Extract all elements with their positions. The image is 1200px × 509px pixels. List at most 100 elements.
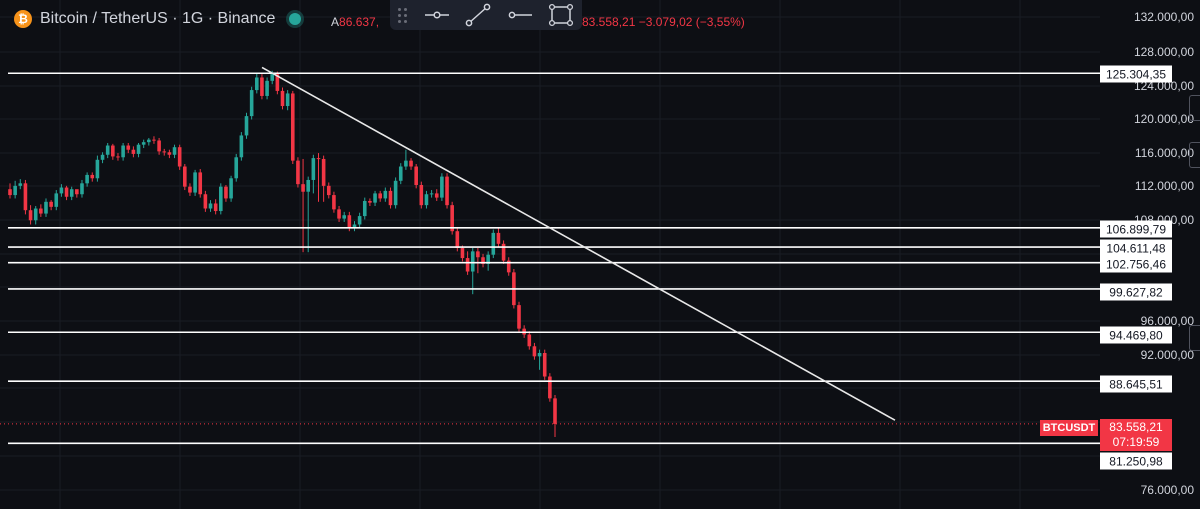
price-tick: 112.000,00 — [1134, 179, 1194, 193]
candle-up — [59, 187, 64, 194]
ohlc-readout: A86.637, — [331, 15, 379, 29]
candle-down — [501, 243, 506, 261]
candle-down — [126, 145, 131, 150]
candle-down — [476, 251, 480, 258]
candle-up — [219, 186, 223, 212]
candle-up — [69, 189, 74, 197]
candle-down — [111, 145, 115, 157]
candle-down — [116, 156, 120, 158]
price-tick: 92.000,00 — [1140, 348, 1194, 362]
symbol-title[interactable]: Bitcoin / TetherUS · 1G · Binance — [40, 10, 276, 27]
level-label[interactable]: 106.899,79 — [1100, 220, 1172, 238]
level-label[interactable]: 102.756,46 — [1100, 255, 1172, 273]
candle-up — [491, 232, 496, 255]
candle-down — [450, 205, 454, 232]
candle-down — [28, 210, 33, 221]
ray-tool-icon[interactable] — [499, 2, 541, 28]
horizontal-levels — [8, 72, 1100, 445]
candle-down — [177, 147, 182, 167]
candle-down — [347, 215, 352, 228]
candle-up — [306, 179, 311, 192]
candle-down — [414, 166, 418, 185]
side-panel-tab[interactable] — [1189, 325, 1200, 351]
candle-up — [239, 135, 244, 158]
candle-down — [75, 189, 79, 195]
candle-down — [496, 232, 501, 244]
candle-up — [85, 174, 89, 184]
candle-up — [244, 116, 249, 136]
candle-down — [527, 334, 532, 347]
candle-down — [131, 149, 136, 154]
candle-up — [249, 90, 254, 117]
candle-down — [39, 208, 43, 214]
candle-up — [398, 166, 403, 181]
candle-down — [296, 160, 300, 185]
candle-up — [54, 193, 59, 207]
candle-down — [49, 201, 53, 207]
candle-down — [152, 139, 156, 141]
level-label[interactable]: 99.627,82 — [1100, 283, 1172, 301]
price-tick: 96.000,00 — [1140, 314, 1194, 328]
level-label[interactable]: 104.611,48 — [1100, 239, 1172, 257]
drag-handle-icon[interactable] — [396, 5, 410, 25]
price-chart[interactable] — [0, 0, 1100, 509]
candle-up — [393, 180, 398, 206]
level-label[interactable]: 125.304,35 — [1100, 65, 1172, 83]
candle-down — [280, 90, 285, 107]
candle-down — [198, 172, 203, 195]
candle-down — [183, 166, 187, 187]
candle-up — [33, 208, 38, 221]
candle-down — [368, 200, 372, 203]
candle-down — [23, 183, 28, 211]
candle-down — [260, 77, 264, 96]
candle-up — [352, 224, 357, 228]
candle-up — [147, 139, 151, 143]
candle-up — [362, 200, 367, 217]
candle-down — [301, 184, 305, 192]
rectangle-tool-icon[interactable] — [540, 2, 582, 28]
current-price-label: 83.558,21 07:19:59 — [1100, 419, 1172, 451]
level-label[interactable]: 81.250,98 — [1100, 452, 1172, 470]
side-panel-tab[interactable] — [1189, 142, 1200, 168]
candle-up — [80, 183, 84, 195]
candle-up — [311, 158, 316, 180]
candle-up — [357, 216, 362, 225]
drawing-toolbar — [390, 0, 582, 30]
candle-up — [373, 193, 377, 203]
candle-up — [270, 74, 275, 81]
candle-down — [506, 260, 511, 273]
candle-down — [275, 74, 280, 91]
candle-down — [445, 176, 449, 206]
candle-up — [383, 190, 388, 199]
candle-down — [409, 160, 413, 167]
candle-up — [208, 203, 213, 209]
price-tick: 76.000,00 — [1140, 483, 1194, 497]
candle-down — [316, 158, 321, 160]
candle-down — [332, 195, 336, 210]
candle-down — [326, 185, 331, 196]
current-price: 83.558,21 — [1109, 420, 1163, 434]
candle-up — [342, 215, 346, 219]
candle-up — [18, 183, 23, 186]
candle-down — [419, 185, 424, 206]
chart-area[interactable] — [0, 0, 1100, 509]
candle-up — [285, 93, 290, 107]
candle-down — [460, 248, 465, 259]
side-panel-tab[interactable] — [1189, 95, 1200, 121]
horizontal-ray-tool-icon[interactable] — [416, 2, 458, 28]
candle-up — [404, 160, 408, 167]
candle-up — [537, 353, 542, 357]
candle-down — [167, 152, 172, 155]
ohlc-prefix: A — [331, 15, 340, 29]
price-tick: 132.000,00 — [1133, 10, 1194, 24]
candle-up — [44, 201, 48, 214]
ohlc-open: 86.637, — [339, 15, 380, 29]
level-label[interactable]: 94.469,80 — [1100, 326, 1172, 344]
candle-down — [224, 186, 228, 199]
level-label[interactable]: 88.645,51 — [1100, 375, 1172, 393]
candle-up — [234, 157, 239, 179]
candle-up — [13, 185, 17, 196]
market-open-indicator — [289, 13, 302, 25]
candle-down — [465, 258, 470, 272]
trend-line-tool-icon[interactable] — [457, 2, 499, 28]
